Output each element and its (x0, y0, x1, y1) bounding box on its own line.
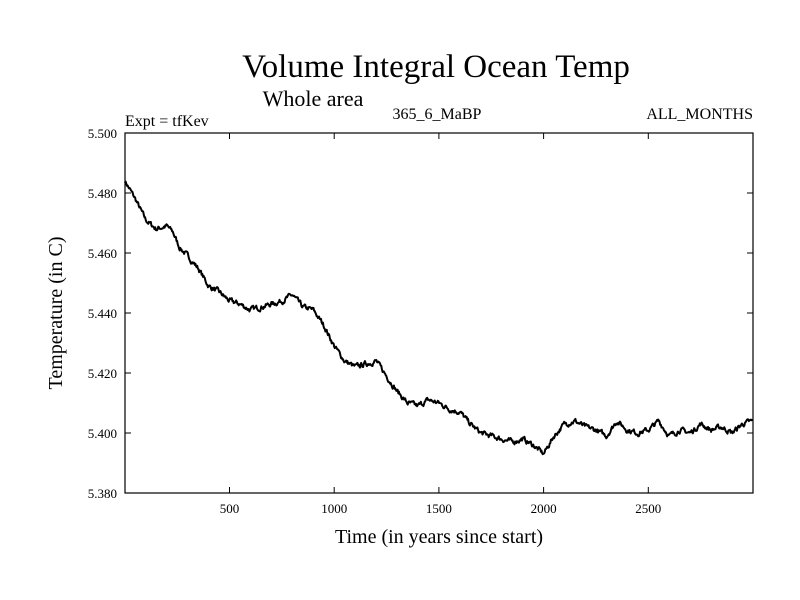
x-tick-label: 1000 (321, 501, 347, 516)
y-axis-label: Temperature (in C) (45, 237, 67, 390)
y-tick-label: 5.460 (88, 246, 117, 261)
chart-subtitle: Whole area (263, 86, 364, 111)
x-tick-label: 2500 (635, 501, 661, 516)
y-tick-label: 5.400 (88, 426, 117, 441)
months-label: ALL_MONTHS (646, 106, 753, 123)
y-tick-label: 5.480 (88, 186, 117, 201)
temperature-series-line (124, 180, 754, 456)
y-axis: 5.380 5.400 5.420 5.440 5.460 5.480 5.500 (88, 126, 753, 501)
period-label: 365_6_MaBP (393, 106, 482, 123)
plot-frame (124, 132, 754, 494)
x-tick-label: 500 (220, 501, 240, 516)
x-tick-label: 1500 (426, 501, 452, 516)
chart-title: Volume Integral Ocean Temp (242, 49, 630, 85)
x-tick-label: 2000 (531, 501, 557, 516)
y-tick-label: 5.440 (88, 306, 117, 321)
y-tick-label: 5.500 (88, 126, 117, 141)
x-axis-label: Time (in years since start) (335, 526, 543, 548)
y-tick-label: 5.420 (88, 366, 117, 381)
experiment-label: Expt = tfKev (125, 113, 209, 130)
y-tick-label: 5.380 (88, 486, 117, 501)
x-axis: 500 1000 1500 2000 2500 (220, 133, 661, 516)
